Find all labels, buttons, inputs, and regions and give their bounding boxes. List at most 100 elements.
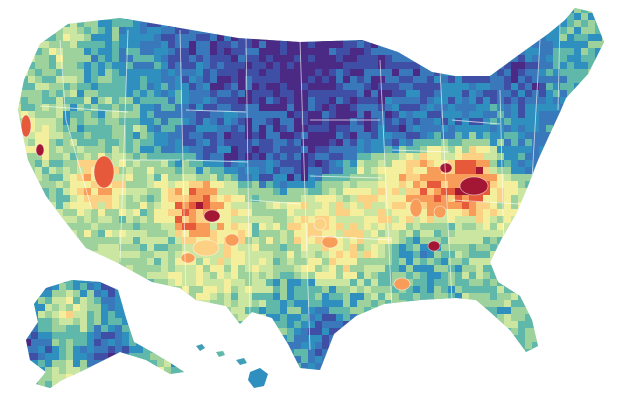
county-cell-248 [546, 20, 554, 28]
county-cell-113 [143, 304, 151, 312]
county-cell-666 [462, 55, 470, 63]
county-cell-380 [164, 381, 172, 388]
county-cell-57 [87, 290, 95, 298]
county-cell-1996 [140, 167, 148, 175]
county-cell-434 [42, 41, 50, 49]
county-cell-2350 [210, 195, 218, 203]
county-cell-1083 [371, 90, 379, 98]
county-cell-42 [308, 8, 316, 14]
county-cell-2715 [357, 223, 365, 231]
county-cell-1999 [161, 167, 169, 175]
county-cell-206 [252, 20, 260, 28]
county-cell-220 [52, 339, 60, 347]
county-cell-1277 [525, 104, 533, 112]
county-cell-2447 [287, 202, 295, 210]
county-cell-130 [322, 13, 330, 21]
county-cell-325 [115, 367, 123, 375]
county-cell-2876 [280, 237, 288, 245]
county-cell-92 [164, 297, 172, 305]
county-cell-2411 [35, 202, 43, 210]
county-cell-4025 [497, 328, 505, 336]
county-cell-1828 [168, 153, 176, 161]
county-cell-1820 [112, 153, 120, 161]
county-cell-527 [91, 48, 99, 56]
county-cell-224 [80, 339, 88, 347]
county-cell-2432 [182, 202, 190, 210]
county-cell-1362 [518, 111, 526, 119]
county-cell-3599 [525, 293, 533, 301]
county-cell-675 [525, 55, 533, 63]
county-cell-650 [350, 55, 358, 63]
county-cell-4121 [567, 335, 575, 343]
county-cell-2406 [602, 195, 604, 203]
county-cell-4247 [245, 349, 253, 357]
county-cell-554 [280, 48, 288, 56]
county-cell-3184 [28, 265, 36, 273]
county-cell-2392 [504, 195, 512, 203]
county-cell-3414 [434, 279, 442, 287]
county-cell-1217 [105, 104, 113, 112]
county-cell-505 [539, 41, 547, 49]
county-cell-2303 [483, 188, 491, 196]
county-cell-3027 [133, 251, 141, 259]
county-cell-2008 [224, 167, 232, 175]
county-cell-741 [385, 62, 393, 70]
county-cell-3030 [154, 251, 162, 259]
county-cell-2446 [280, 202, 288, 210]
county-cell-3824 [294, 314, 302, 322]
county-cell-2628 [350, 216, 358, 224]
county-cell-1309 [147, 111, 155, 119]
county-cell-173 [59, 325, 67, 333]
county-cell-1455 [567, 118, 575, 126]
county-cell-3127 [231, 258, 239, 266]
county-cell-2260 [182, 188, 190, 196]
county-cell-3471 [231, 286, 239, 294]
county-cell-1189 [511, 97, 519, 105]
county-cell-4033 [553, 328, 561, 336]
county-cell-1390 [112, 118, 120, 126]
county-cell-618 [126, 55, 134, 63]
county-cell-1517 [399, 125, 407, 133]
county-cell-1636 [28, 139, 36, 147]
county-cell-275 [101, 353, 109, 361]
county-cell-308 [164, 360, 172, 368]
county-cell-4273 [427, 349, 435, 357]
county-cell-1510 [350, 125, 358, 133]
county-cell-1963 [511, 160, 519, 168]
county-cell-3340 [518, 272, 526, 280]
county-cell-1272 [490, 104, 498, 112]
county-cell-23 [175, 8, 183, 14]
county-cell-2902 [462, 237, 470, 245]
county-cell-1882 [546, 153, 554, 161]
county-cell-1604 [406, 132, 414, 140]
county-cell-1267 [455, 104, 463, 112]
county-cell-1598 [364, 132, 372, 140]
county-cell-2562 [490, 209, 498, 217]
county-cell-3844 [434, 314, 442, 322]
county-cell-2879 [301, 237, 309, 245]
county-cell-2654 [532, 216, 540, 224]
county-cell-4166 [280, 342, 288, 350]
county-cell-1833 [203, 153, 211, 161]
county-cell-626 [182, 55, 190, 63]
county-cell-4552 [574, 370, 582, 378]
county-cell-2790 [280, 230, 288, 238]
county-cell-4067 [189, 335, 197, 343]
county-cell-3655 [315, 300, 323, 308]
county-cell-2033 [399, 167, 407, 175]
county-cell-4005 [357, 328, 365, 336]
county-cell-3375 [161, 279, 169, 287]
county-cell-4291 [553, 349, 561, 357]
county-cell-72 [518, 8, 526, 14]
county-cell-3337 [497, 272, 505, 280]
county-cell-336 [560, 27, 568, 35]
county-cell-3952 [588, 321, 596, 329]
county-cell-39 [287, 8, 295, 14]
county-cell-628 [196, 55, 204, 63]
county-cell-2442 [252, 202, 260, 210]
county-cell-3190 [70, 265, 78, 273]
county-cell-1734 [112, 146, 120, 154]
county-cell-185 [143, 325, 151, 333]
county-cell-2048 [504, 167, 512, 175]
county-cell-807 [245, 69, 253, 77]
